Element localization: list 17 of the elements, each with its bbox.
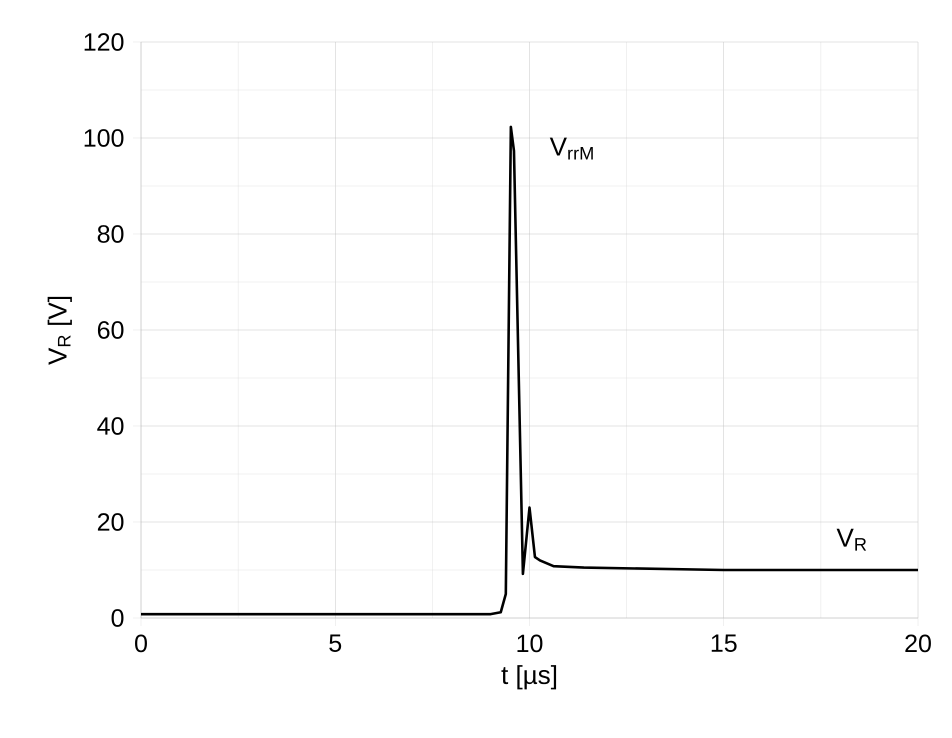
x-tick-label: 20 bbox=[905, 634, 931, 652]
y-axis-title: V$_{R}$ [V] bbox=[48, 296, 72, 365]
y-tick-label: 20 bbox=[98, 513, 124, 531]
x-tick-label: 0 bbox=[135, 634, 147, 652]
y-tick-label: 60 bbox=[98, 321, 124, 339]
x-axis-title: t [µs] bbox=[501, 665, 556, 690]
y-tick-label: 0 bbox=[112, 609, 124, 627]
x-tick-label: 15 bbox=[712, 634, 737, 652]
x-tick-label: 10 bbox=[518, 634, 542, 652]
annotation: V$_{R}$ bbox=[836, 528, 866, 551]
annotation: V$_{rrM}$ bbox=[550, 138, 593, 160]
line-series bbox=[140, 126, 920, 616]
x-tick-label: 5 bbox=[329, 634, 342, 652]
y-tick-label: 120 bbox=[84, 33, 124, 51]
y-tick-label: 100 bbox=[84, 129, 124, 147]
y-tick-label: 40 bbox=[97, 417, 124, 435]
y-tick-label: 80 bbox=[98, 225, 124, 243]
